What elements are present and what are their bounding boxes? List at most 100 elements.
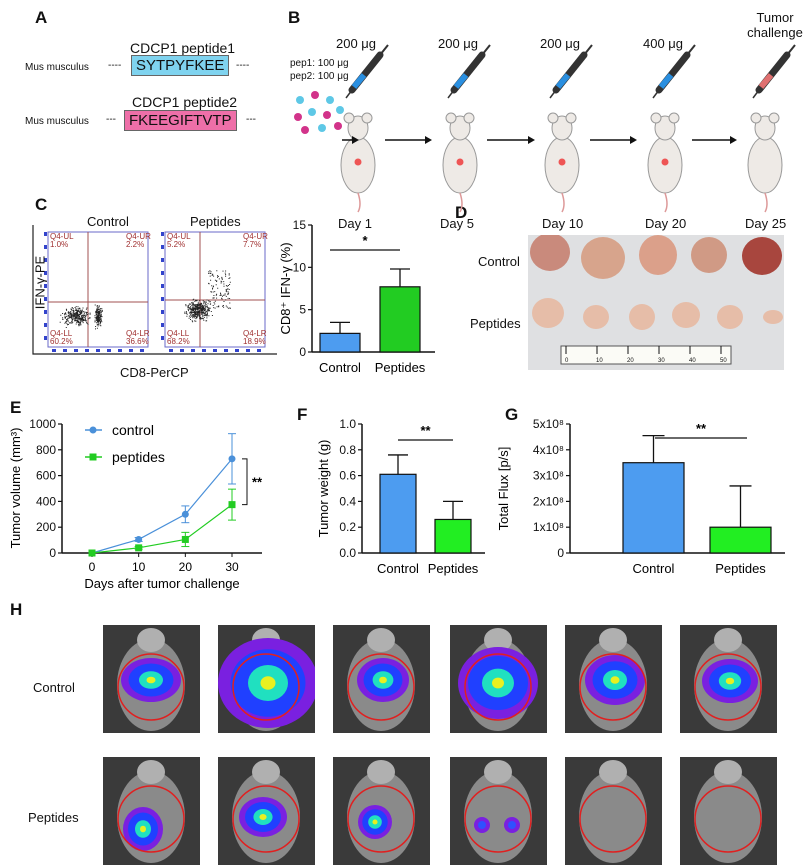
chart-e-x-tick-label: 20 xyxy=(179,560,193,574)
chart-e-x-tick-label: 10 xyxy=(132,560,146,574)
tumor-control xyxy=(639,235,677,275)
legend-marker xyxy=(89,426,97,434)
flow-title-peptides: Peptides xyxy=(190,214,241,229)
flow-x-tick xyxy=(107,349,111,352)
flow-x-tick xyxy=(180,349,184,352)
data-point-control xyxy=(181,510,189,518)
dose-label: 200 μg xyxy=(540,36,581,51)
mouse-head xyxy=(449,115,471,141)
flow-y-tick xyxy=(161,258,164,262)
flow-cytometry-plots xyxy=(32,225,277,355)
signal-core xyxy=(508,821,516,829)
species-label-1: Mus musculus xyxy=(25,62,89,73)
peptide-dot xyxy=(336,106,344,114)
mouse-silhouette xyxy=(579,771,647,863)
flow-frame-axes xyxy=(32,225,277,355)
syringe-needle xyxy=(752,89,760,99)
roi-circle xyxy=(694,653,762,721)
x-tick-label: Control xyxy=(633,561,675,576)
roi-circle xyxy=(117,653,185,721)
roi-circle xyxy=(117,785,185,853)
mouse-ear xyxy=(668,112,680,124)
ruler-tick-label: 40 xyxy=(689,358,696,364)
x-tick-label: Peptides xyxy=(715,561,766,576)
chart-G-y-tick-label: 1x10⁸ xyxy=(533,520,564,534)
peptide2-sequence: FKEEGIFTVTP xyxy=(124,110,237,131)
chart-G-y-label: Total Flux [p/s] xyxy=(496,447,511,531)
syringe-plunger xyxy=(786,44,796,56)
mouse-ear xyxy=(750,112,762,124)
flow-x-tick xyxy=(118,349,122,352)
arrow-head xyxy=(528,136,535,144)
quadrant-label: Q4-UR xyxy=(243,232,268,241)
ruler-tick-label: 20 xyxy=(627,358,634,364)
flow-y-tick xyxy=(161,297,164,301)
chart-G-y-tick-label: 5x10⁸ xyxy=(533,417,564,431)
syringe-fluid xyxy=(658,73,674,89)
flow-x-tick xyxy=(74,349,78,352)
roi-circle xyxy=(464,785,532,853)
mouse-icon xyxy=(340,112,376,213)
quadrant-label: Q4-LR xyxy=(126,329,150,338)
roi-circle xyxy=(464,653,532,721)
chart-e-x-tick-label: 30 xyxy=(225,560,239,574)
flow-plot-peptides xyxy=(164,231,266,348)
chart-C-y-tick-label: 10 xyxy=(293,260,307,274)
syringe-icon xyxy=(345,44,389,99)
flow-y-tick xyxy=(161,245,164,249)
flow-y-tick xyxy=(44,310,47,314)
mouse-ear xyxy=(650,112,662,124)
significance-marker: ** xyxy=(420,423,431,438)
flow-ylabel: IFN-γ-PE xyxy=(32,255,48,310)
signal-peak xyxy=(260,676,276,690)
mouse-icon xyxy=(647,112,683,213)
flow-xlabel: CD8-PerCP xyxy=(120,365,189,380)
syringe-needle xyxy=(345,89,353,99)
peptide-dot xyxy=(318,124,326,132)
flow-events xyxy=(59,304,103,330)
imaging-peptides xyxy=(103,757,200,865)
chart-e-y-label: Tumor volume (mm³) xyxy=(8,428,23,549)
mouse-tail xyxy=(664,192,668,213)
dashes: ---- xyxy=(108,60,122,71)
ruler-tick-label: 30 xyxy=(658,358,665,364)
imaging-control xyxy=(333,625,430,733)
chart-F-y-tick-label: 0.4 xyxy=(339,494,356,508)
imaging-peptides xyxy=(565,757,662,865)
data-point-peptides xyxy=(88,549,96,557)
chart-e-y-tick-label: 200 xyxy=(36,520,56,534)
mouse-head xyxy=(367,628,395,652)
chart-F-y-tick-label: 0.2 xyxy=(339,520,356,534)
data-point-control xyxy=(135,535,143,543)
quadrant-value: 7.7% xyxy=(243,240,262,249)
mouse-head xyxy=(367,760,395,784)
syringe-fluid xyxy=(453,73,469,89)
flow-y-tick xyxy=(161,232,164,236)
imaging-peptides xyxy=(333,757,430,865)
flow-x-tick xyxy=(129,349,133,352)
arrow-head xyxy=(630,136,637,144)
mouse-body xyxy=(747,136,783,194)
bioluminescence-image xyxy=(232,760,300,863)
species-label-2: Mus musculus xyxy=(25,116,89,127)
mouse-ear xyxy=(768,112,780,124)
tumor-photo: 0 10 20 30 40 50 xyxy=(528,235,784,370)
syringe-plunger xyxy=(379,44,389,56)
chart-C-y-tick-label: 0 xyxy=(299,345,306,359)
data-point-peptides xyxy=(228,501,236,509)
x-tick-label: Control xyxy=(319,360,361,375)
roi-circle xyxy=(579,653,647,721)
data-point-peptides xyxy=(135,544,143,552)
chart-e-y-tick-label: 400 xyxy=(36,494,56,508)
chart-F-y-tick-label: 0.8 xyxy=(339,443,356,457)
mouse-head xyxy=(599,760,627,784)
flow-x-tick xyxy=(52,349,56,352)
signal-peak xyxy=(610,676,620,684)
signal-core xyxy=(478,821,486,829)
tumor-control xyxy=(691,237,727,273)
quadrant-value: 5.2% xyxy=(167,240,186,249)
syringe-needle xyxy=(549,89,557,99)
chart-e-x-tick-label: 0 xyxy=(89,560,96,574)
imaging-control xyxy=(565,625,662,733)
